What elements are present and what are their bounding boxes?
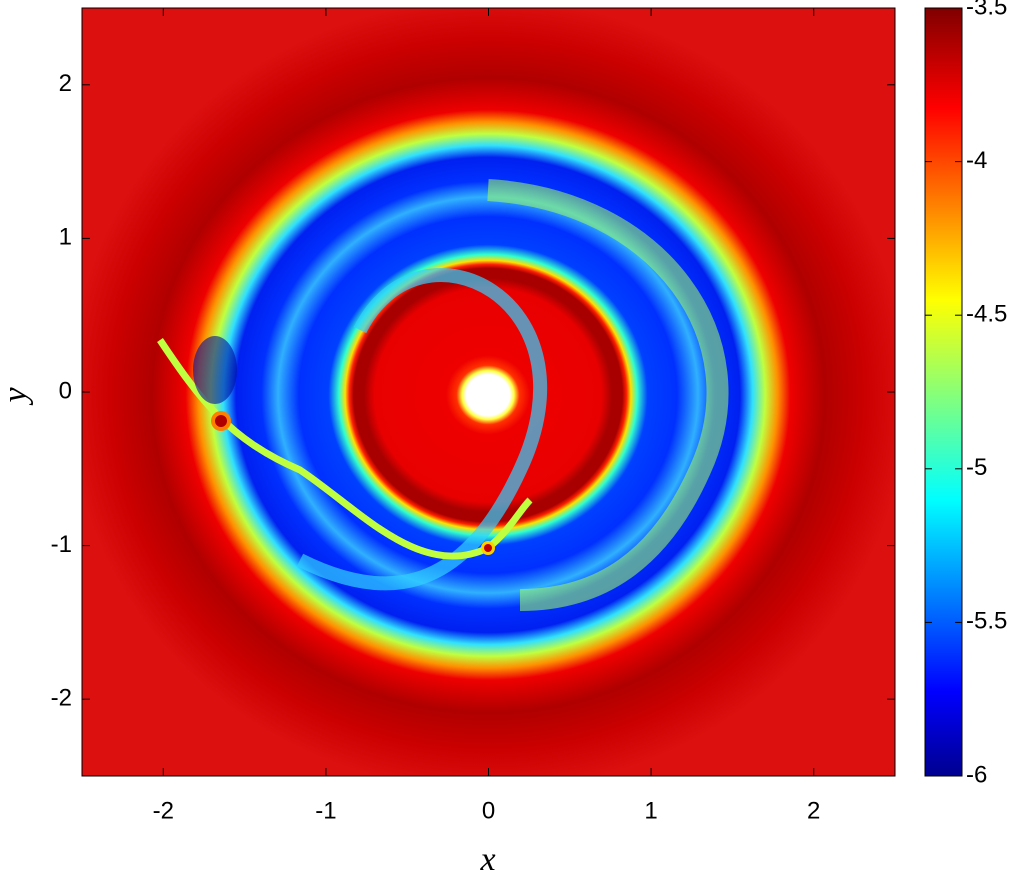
y-axis-label: y — [0, 387, 34, 406]
colorbar-tick-label: -3.5 — [966, 0, 1007, 20]
wake — [157, 338, 533, 560]
colorbar-tick-label: -5 — [966, 454, 987, 481]
y-tick-label: 2 — [59, 70, 72, 97]
colorbar-tick-label: -6 — [966, 761, 987, 788]
x-tick-label: 2 — [807, 797, 820, 824]
y-tick-label: 0 — [59, 377, 72, 404]
y-tick-label: -2 — [51, 685, 72, 712]
x-tick-label: 1 — [644, 797, 657, 824]
spiral-arm — [296, 268, 548, 591]
colorbar-tick-label: -5.5 — [966, 608, 1007, 635]
x-tick-label: -1 — [315, 797, 336, 824]
colorbar-tick-label: -4 — [966, 147, 987, 174]
y-tick-label: -1 — [51, 531, 72, 558]
planet — [484, 544, 492, 552]
colorbar — [924, 7, 963, 777]
spiral-arm — [487, 179, 729, 611]
gap-void — [193, 336, 237, 404]
x-tick-label: 0 — [482, 797, 495, 824]
x-tick-label: -2 — [153, 797, 174, 824]
y-tick-label: 1 — [59, 224, 72, 251]
x-axis-label: x — [479, 841, 495, 878]
disk — [82, 8, 895, 776]
colorbar-tick-label: -4.5 — [966, 301, 1007, 328]
planet — [215, 415, 227, 427]
density-field — [82, 8, 895, 776]
